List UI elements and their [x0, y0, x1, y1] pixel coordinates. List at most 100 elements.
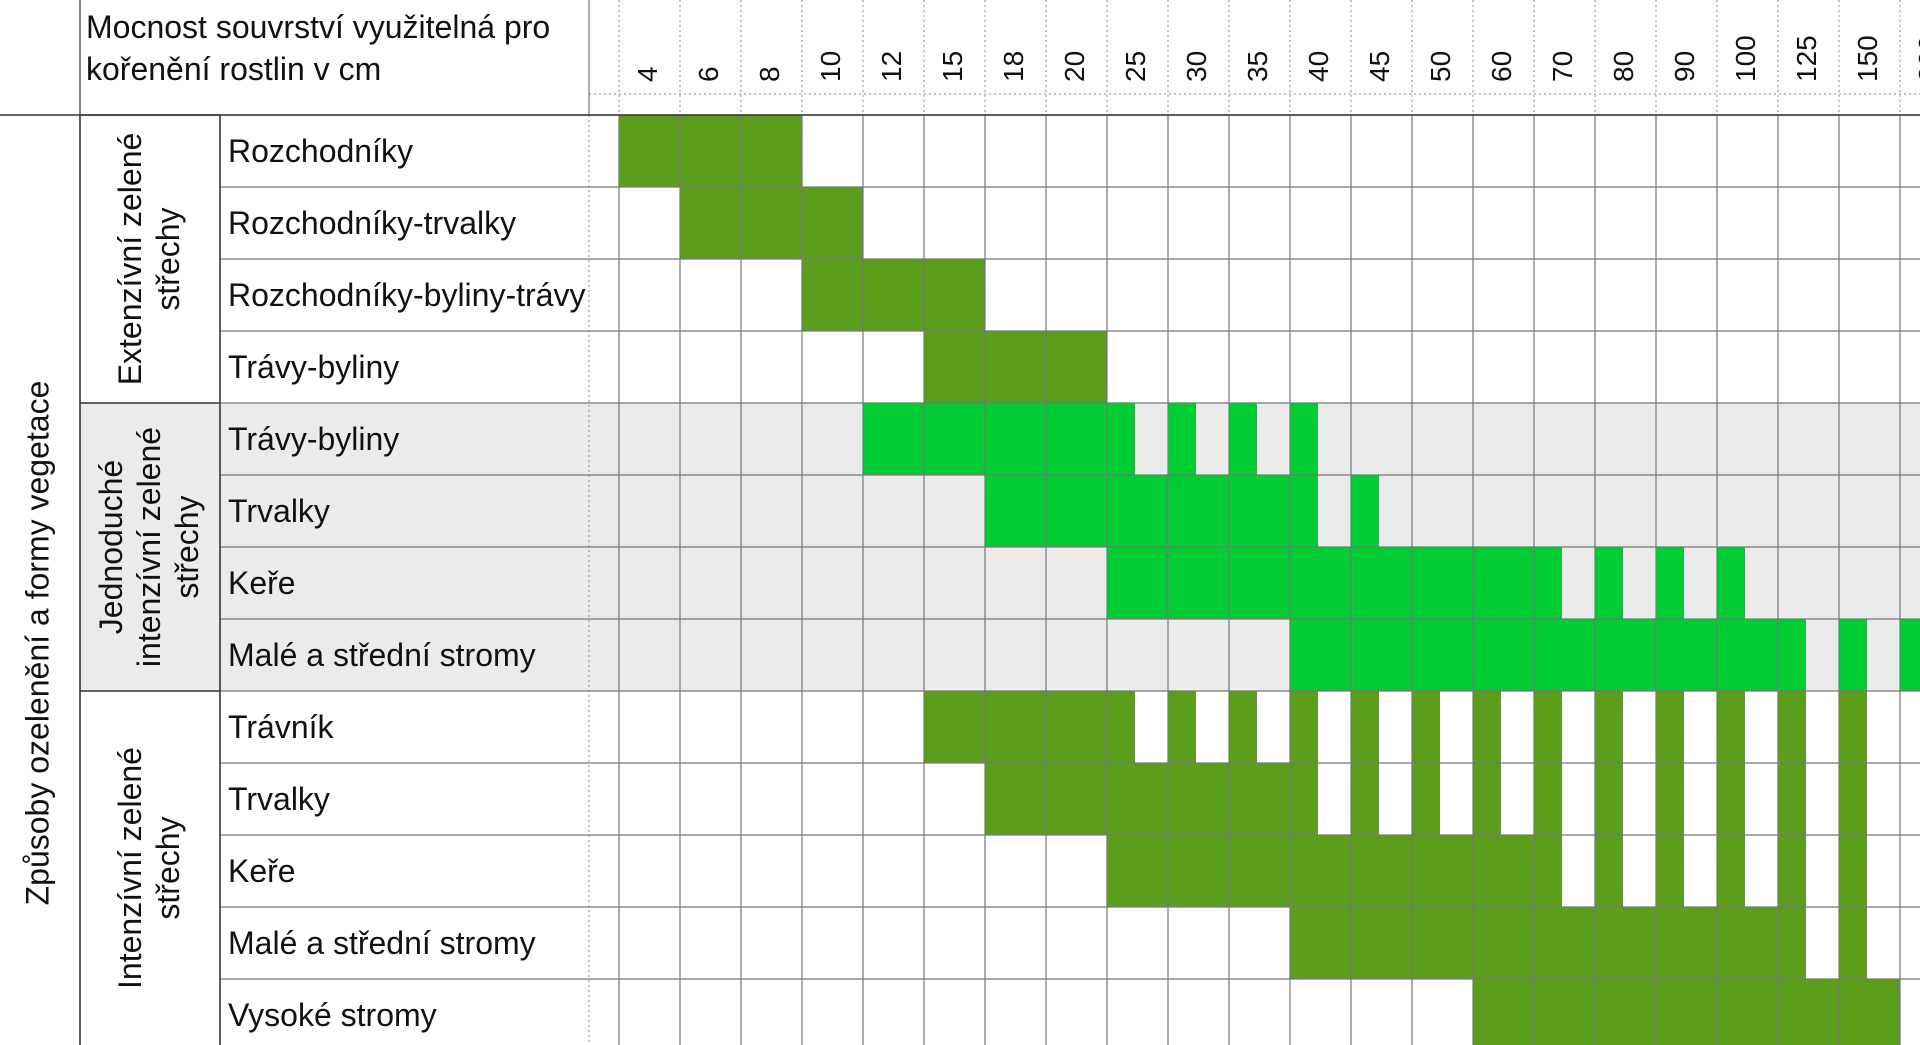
bar-cell-full [1351, 619, 1412, 691]
bar-cell-partial [1595, 835, 1623, 907]
bar-cell-partial [1168, 403, 1196, 475]
column-tick-label: 6 [693, 66, 724, 82]
bar-cell-partial [1412, 763, 1440, 835]
bar-cell-full [985, 403, 1046, 475]
row-label: Keře [228, 565, 296, 601]
bar-cell-partial [1717, 547, 1745, 619]
row-label: Rozchodníky-byliny-trávy [228, 277, 585, 313]
group-label: Jednoduchéintenzívní zelenéstřechy [93, 427, 205, 667]
bar-cell-full [1412, 835, 1473, 907]
bar-cell-full [1534, 907, 1595, 979]
bar-cell-partial [1534, 835, 1562, 907]
bar-cell-partial [1168, 691, 1196, 763]
bar-cell-full [1290, 619, 1351, 691]
bar-cell-partial [1656, 547, 1684, 619]
column-tick-label: 45 [1364, 51, 1395, 82]
bar-cell-full [1168, 547, 1229, 619]
bar-cell-partial [1107, 403, 1135, 475]
column-tick-label: 30 [1181, 51, 1212, 82]
column-tick-label: 10 [815, 51, 846, 82]
bar-cell-full [1534, 619, 1595, 691]
bar-cell-full [985, 331, 1046, 403]
column-tick-label: 150 [1852, 35, 1883, 82]
bar-cell-full [680, 115, 741, 187]
column-tick-label: 35 [1242, 51, 1273, 82]
bar-cell-partial [1229, 403, 1257, 475]
bar-cell-full [1473, 835, 1534, 907]
bar-cell-full [863, 259, 924, 331]
bar-cell-full [1412, 547, 1473, 619]
bar-cell-full [802, 259, 863, 331]
bar-cell-full [1473, 619, 1534, 691]
bar-cell-partial [1107, 691, 1135, 763]
header-label-line: kořenění rostlin v cm [86, 51, 381, 87]
bar-cell-full [1717, 619, 1778, 691]
bar-cell-full [985, 763, 1046, 835]
bar-cell-full [1168, 835, 1229, 907]
bar-cell-partial [1595, 691, 1623, 763]
group-label: Extenzívní zelenéstřechy [112, 133, 186, 386]
bar-cell-full [1046, 475, 1107, 547]
bar-cell-full [802, 187, 863, 259]
row-label: Malé a střední stromy [228, 637, 536, 673]
row-label: Trávník [228, 709, 335, 745]
group-label-line: Jednoduché [93, 460, 129, 634]
bar-cell-full [985, 475, 1046, 547]
bar-cell-full [1290, 547, 1351, 619]
bar-cell-full [1046, 331, 1107, 403]
bar-cell-full [863, 403, 924, 475]
column-tick-label: 125 [1791, 35, 1822, 82]
bar-cell-partial [1351, 691, 1379, 763]
bar-cell-full [1839, 979, 1900, 1045]
group-label-line: střechy [169, 495, 205, 598]
bar-cell-partial [1839, 763, 1867, 835]
bar-cell-partial [1839, 835, 1867, 907]
bar-cell-partial [1473, 691, 1501, 763]
row-label: Trávy-byliny [228, 349, 399, 385]
bar-cell-full [1473, 907, 1534, 979]
bar-cell-partial [1290, 763, 1318, 835]
bar-cell-full [1107, 547, 1168, 619]
bar-cell-partial [1290, 691, 1318, 763]
bar-cell-full [924, 691, 985, 763]
bar-cell-full [1229, 763, 1290, 835]
bar-cell-full [1351, 835, 1412, 907]
bar-cell-full [1046, 691, 1107, 763]
header-label: Mocnost souvrství využitelná pro kořenění… [86, 9, 550, 87]
bar-cell-full [1534, 979, 1595, 1045]
bar-cell-full [985, 691, 1046, 763]
bar-cell-full [1717, 979, 1778, 1045]
column-tick-label: 15 [937, 51, 968, 82]
bar-cell-partial [1412, 691, 1440, 763]
row-label: Malé a střední stromy [228, 925, 536, 961]
bar-cell-full [1412, 907, 1473, 979]
bar-cell-partial [1290, 475, 1318, 547]
column-tick-label: 12 [876, 51, 907, 82]
bar-cell-full [1290, 907, 1351, 979]
bar-cell-full [619, 115, 680, 187]
bar-cell-partial [1656, 763, 1684, 835]
group-label-line: intenzívní zelené [131, 427, 167, 667]
bar-cell-partial [1473, 763, 1501, 835]
bar-cell-full [1656, 907, 1717, 979]
column-tick-label: 100 [1730, 35, 1761, 82]
bar-cell-partial [1717, 835, 1745, 907]
header-label-line: Mocnost souvrství využitelná pro [86, 9, 550, 45]
row-label: Trvalky [228, 781, 330, 817]
bar-cell-full [1656, 619, 1717, 691]
column-tick-label: 40 [1303, 51, 1334, 82]
group-label-line: střechy [150, 816, 186, 919]
bar-cell-full [1168, 475, 1229, 547]
bar-cell-partial [1778, 907, 1806, 979]
bar-cell-full [1107, 475, 1168, 547]
bar-cell-partial [1534, 763, 1562, 835]
bar-cell-full [1107, 835, 1168, 907]
bar-cell-full [1412, 619, 1473, 691]
bar-cell-full [1229, 835, 1290, 907]
bar-cell-partial [1900, 619, 1920, 691]
group-label-line: Intenzívní zelené [112, 747, 148, 989]
row-label: Trávy-byliny [228, 421, 399, 457]
bar-cell-full [1595, 619, 1656, 691]
bar-cell-partial [1717, 763, 1745, 835]
bar-cell-full [924, 259, 985, 331]
